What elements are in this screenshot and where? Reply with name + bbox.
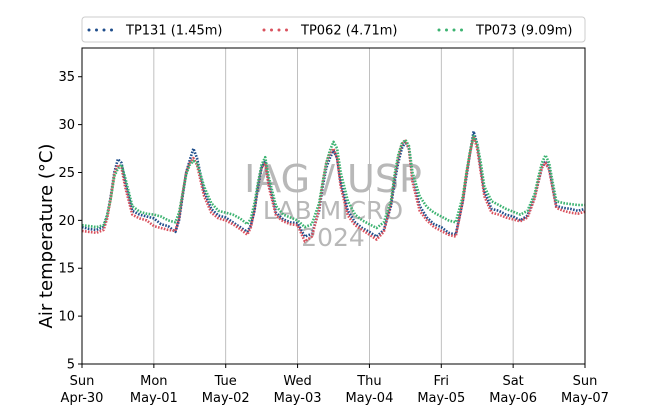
x-tick-label-weekday: Wed bbox=[283, 374, 311, 389]
series-line-3 bbox=[81, 134, 585, 230]
x-tick-label-weekday: Thu bbox=[356, 374, 381, 389]
legend-marker-dot bbox=[437, 28, 441, 32]
x-tick-label-weekday: Fri bbox=[434, 374, 450, 389]
watermark-line-3: 2024 bbox=[301, 223, 365, 252]
y-tick-label: 35 bbox=[58, 70, 75, 85]
vertical-grid bbox=[153, 48, 514, 364]
series-line-2 bbox=[81, 134, 586, 243]
legend-frame bbox=[81, 16, 586, 43]
series-group bbox=[81, 130, 586, 243]
watermark-line-2: LAB MICRO bbox=[263, 196, 403, 225]
y-tick-label: 30 bbox=[58, 118, 75, 133]
legend-marker-dot bbox=[95, 28, 98, 32]
legend-marker-dot bbox=[445, 28, 448, 32]
y-tick-label: 10 bbox=[58, 310, 75, 325]
legend-marker-dot bbox=[87, 28, 91, 32]
y-axis: 5 10 15 20 25 30 35 bbox=[58, 70, 82, 373]
x-tick-label-weekday: Sun bbox=[70, 374, 95, 389]
x-tick-label-weekday: Sat bbox=[502, 374, 523, 389]
legend-marker-dot bbox=[270, 28, 273, 32]
legend-marker-dot bbox=[110, 28, 113, 32]
series-line-1 bbox=[81, 130, 586, 238]
x-tick-label-date: May-03 bbox=[274, 391, 322, 406]
legend-entry-label: TP062 (4.71m) bbox=[300, 24, 397, 39]
y-axis-label: Air temperature (°C) bbox=[36, 144, 57, 329]
x-tick-label-weekday: Mon bbox=[140, 374, 167, 389]
x-axis: Sun Apr-30 Mon May-01 Tue May-02 Wed May-03 Thu M… bbox=[61, 364, 609, 406]
x-tick-label-weekday: Tue bbox=[214, 374, 237, 389]
legend-entry-label: TP073 (9.09m) bbox=[475, 24, 572, 39]
legend: TP131 (1.45m) TP062 (4.71m) TP073 (9.09m) bbox=[81, 16, 586, 43]
legend-marker-dot bbox=[460, 28, 463, 32]
x-tick-label-date: Apr-30 bbox=[61, 391, 104, 406]
x-tick-label-date: May-04 bbox=[345, 391, 393, 406]
x-tick-label-date: May-07 bbox=[561, 391, 609, 406]
legend-marker-dot bbox=[452, 28, 456, 32]
x-tick-label-date: May-05 bbox=[417, 391, 465, 406]
y-tick-label: 5 bbox=[67, 358, 75, 373]
y-tick-label: 20 bbox=[58, 214, 75, 229]
x-tick-label-date: May-02 bbox=[202, 391, 250, 406]
x-tick-label-weekday: Sun bbox=[573, 374, 598, 389]
x-tick-label-date: May-01 bbox=[130, 391, 178, 406]
x-tick-label-date: May-06 bbox=[489, 391, 537, 406]
legend-marker-dot bbox=[277, 28, 281, 32]
legend-marker-dot bbox=[102, 28, 106, 32]
legend-entry-label: TP131 (1.45m) bbox=[125, 24, 222, 39]
legend-marker-dot bbox=[262, 28, 266, 32]
y-tick-label: 25 bbox=[58, 166, 75, 181]
legend-marker-dot bbox=[285, 28, 288, 32]
plot-area-frame bbox=[81, 47, 586, 365]
y-tick-label: 15 bbox=[58, 262, 75, 277]
